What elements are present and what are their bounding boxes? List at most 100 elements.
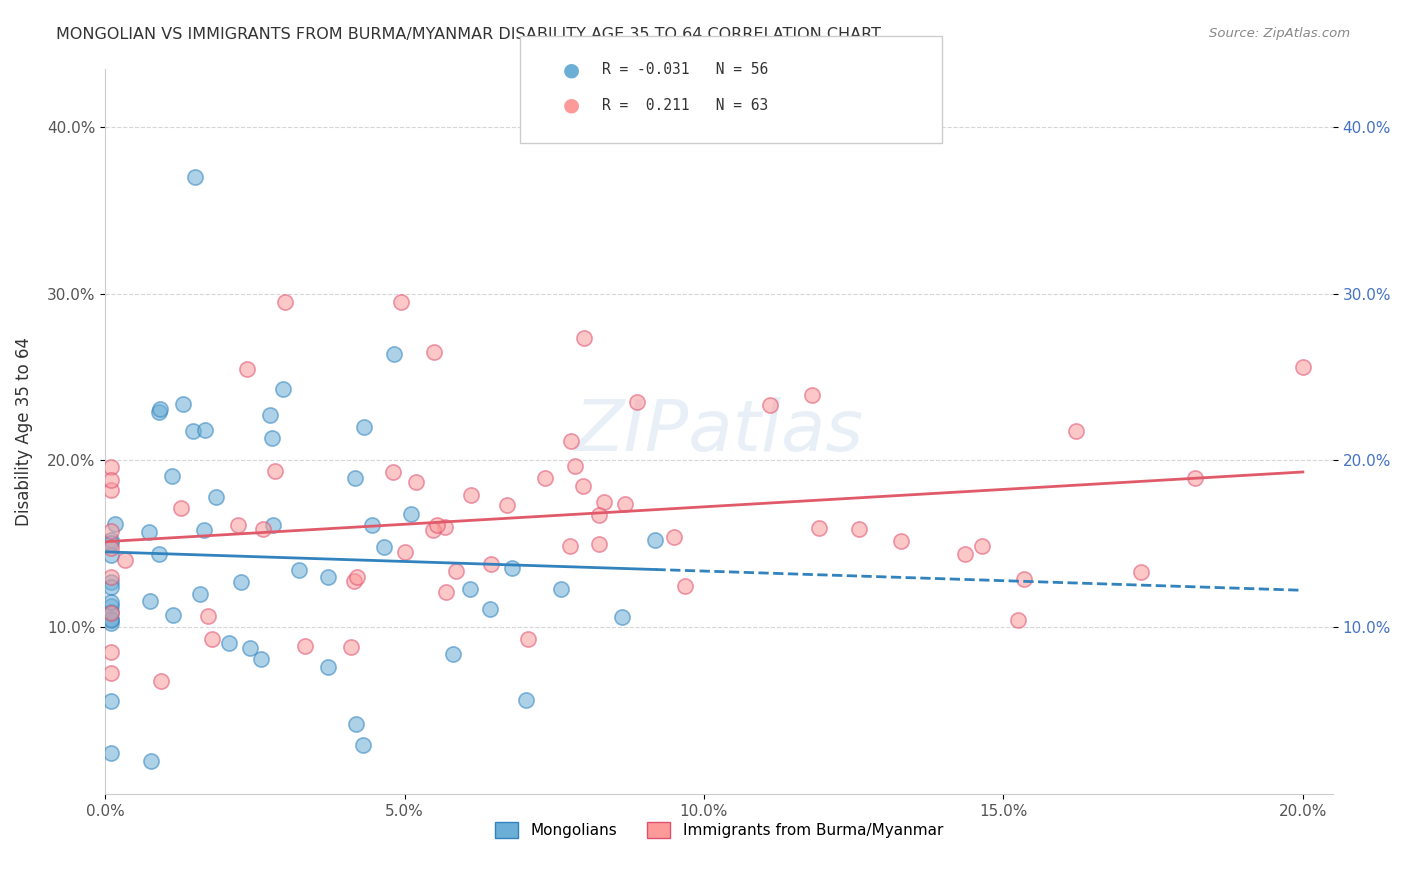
Mongolians: [100, 605, 122, 619]
Immigrants from Burma/Myanmar: [572, 331, 595, 345]
Mongolians: [184, 169, 207, 184]
Text: R =  0.211   N = 63: R = 0.211 N = 63: [602, 98, 768, 112]
Mongolians: [149, 402, 172, 417]
Mongolians: [205, 490, 228, 504]
Immigrants from Burma/Myanmar: [1012, 572, 1035, 586]
Immigrants from Burma/Myanmar: [517, 632, 540, 646]
Immigrants from Burma/Myanmar: [170, 501, 193, 516]
Immigrants from Burma/Myanmar: [564, 458, 586, 473]
Immigrants from Burma/Myanmar: [100, 570, 122, 584]
Immigrants from Burma/Myanmar: [114, 552, 136, 566]
Immigrants from Burma/Myanmar: [434, 585, 457, 599]
Mongolians: [148, 405, 170, 419]
Immigrants from Burma/Myanmar: [433, 520, 456, 534]
Mongolians: [361, 517, 384, 532]
Immigrants from Burma/Myanmar: [759, 398, 782, 412]
Immigrants from Burma/Myanmar: [972, 539, 994, 553]
Immigrants from Burma/Myanmar: [890, 534, 912, 549]
Mongolians: [104, 517, 127, 532]
Mongolians: [231, 574, 253, 589]
Immigrants from Burma/Myanmar: [394, 545, 416, 559]
Immigrants from Burma/Myanmar: [444, 565, 467, 579]
Text: Source: ZipAtlas.com: Source: ZipAtlas.com: [1209, 27, 1350, 40]
Mongolians: [100, 575, 122, 590]
Y-axis label: Disability Age 35 to 64: Disability Age 35 to 64: [15, 337, 32, 525]
Mongolians: [141, 754, 163, 768]
Immigrants from Burma/Myanmar: [423, 345, 446, 359]
Immigrants from Burma/Myanmar: [807, 521, 830, 535]
Immigrants from Burma/Myanmar: [848, 522, 870, 536]
Mongolians: [162, 469, 184, 483]
Immigrants from Burma/Myanmar: [560, 434, 582, 448]
Mongolians: [100, 548, 122, 562]
Mongolians: [181, 424, 204, 438]
Immigrants from Burma/Myanmar: [558, 539, 581, 553]
Immigrants from Burma/Myanmar: [201, 632, 224, 646]
Text: ZIPatlas: ZIPatlas: [575, 397, 863, 466]
Mongolians: [162, 608, 184, 623]
Immigrants from Burma/Myanmar: [664, 530, 686, 544]
Text: R = -0.031   N = 56: R = -0.031 N = 56: [602, 62, 768, 77]
Mongolians: [382, 346, 405, 360]
Mongolians: [373, 540, 395, 554]
Mongolians: [188, 587, 211, 601]
Mongolians: [259, 408, 281, 422]
Immigrants from Burma/Myanmar: [274, 295, 297, 310]
Mongolians: [100, 599, 122, 614]
Mongolians: [288, 563, 311, 577]
Mongolians: [100, 595, 122, 609]
Immigrants from Burma/Myanmar: [1007, 613, 1029, 627]
Mongolians: [100, 613, 122, 627]
Immigrants from Burma/Myanmar: [346, 570, 368, 584]
Immigrants from Burma/Myanmar: [252, 522, 274, 536]
Mongolians: [262, 517, 284, 532]
Mongolians: [458, 582, 481, 596]
Mongolians: [100, 747, 122, 761]
Immigrants from Burma/Myanmar: [534, 471, 557, 485]
Mongolians: [399, 507, 422, 521]
Immigrants from Burma/Myanmar: [1129, 566, 1152, 580]
Immigrants from Burma/Myanmar: [460, 487, 482, 501]
Immigrants from Burma/Myanmar: [422, 523, 444, 537]
Mongolians: [100, 694, 122, 708]
Mongolians: [441, 647, 464, 661]
Mongolians: [610, 610, 633, 624]
Mongolians: [344, 716, 367, 731]
Mongolians: [644, 533, 666, 547]
Immigrants from Burma/Myanmar: [389, 294, 412, 309]
Mongolians: [550, 582, 572, 596]
Mongolians: [316, 570, 339, 584]
Immigrants from Burma/Myanmar: [1184, 471, 1206, 485]
Immigrants from Burma/Myanmar: [100, 607, 122, 621]
Mongolians: [148, 547, 170, 561]
Immigrants from Burma/Myanmar: [613, 497, 636, 511]
Mongolians: [352, 738, 374, 752]
Mongolians: [501, 561, 523, 575]
Mongolians: [478, 602, 501, 616]
Immigrants from Burma/Myanmar: [197, 609, 219, 624]
Immigrants from Burma/Myanmar: [426, 517, 449, 532]
Immigrants from Burma/Myanmar: [1292, 359, 1315, 374]
Mongolians: [250, 652, 273, 666]
Mongolians: [100, 616, 122, 631]
Mongolians: [100, 536, 122, 550]
Immigrants from Burma/Myanmar: [100, 483, 122, 497]
Immigrants from Burma/Myanmar: [953, 547, 976, 561]
Mongolians: [193, 523, 215, 537]
Mongolians: [139, 593, 162, 607]
Immigrants from Burma/Myanmar: [588, 537, 610, 551]
Legend: Mongolians, Immigrants from Burma/Myanmar: Mongolians, Immigrants from Burma/Myanma…: [489, 816, 949, 845]
Text: MONGOLIAN VS IMMIGRANTS FROM BURMA/MYANMAR DISABILITY AGE 35 TO 64 CORRELATION C: MONGOLIAN VS IMMIGRANTS FROM BURMA/MYANM…: [56, 27, 882, 42]
Immigrants from Burma/Myanmar: [479, 558, 502, 572]
Immigrants from Burma/Myanmar: [496, 498, 519, 512]
Immigrants from Burma/Myanmar: [100, 474, 122, 488]
Mongolians: [262, 431, 284, 445]
Mongolians: [271, 382, 294, 396]
Immigrants from Burma/Myanmar: [593, 494, 616, 508]
Mongolians: [172, 397, 194, 411]
Mongolians: [353, 419, 375, 434]
Immigrants from Burma/Myanmar: [264, 464, 287, 478]
Text: ●: ●: [562, 60, 579, 79]
Immigrants from Burma/Myanmar: [294, 639, 316, 653]
Immigrants from Burma/Myanmar: [626, 394, 648, 409]
